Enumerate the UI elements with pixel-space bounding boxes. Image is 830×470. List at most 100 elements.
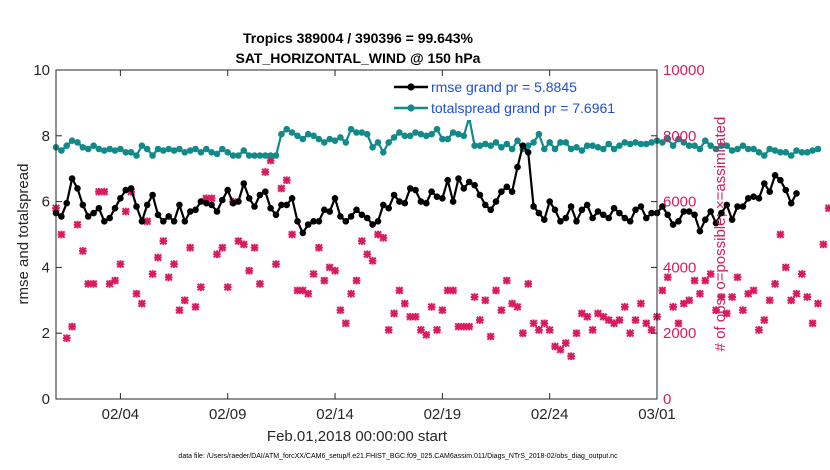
totalspread-series-point [240,147,248,154]
obs-count-point [309,270,318,278]
y-tick-label: 4 [42,259,50,276]
totalspread-series-point [476,142,484,149]
rmse-series-point [621,214,629,222]
obs-count-point [749,286,758,295]
rmse-series-point [541,216,548,223]
obs-count-point [712,306,720,315]
y2-tick-label: 8000 [663,128,696,145]
rmse-series-point [648,209,655,217]
rmse-series-point [165,213,172,220]
totalspread-series-point [342,139,350,146]
rmse-series-point [610,204,618,212]
totalspread-series-point [659,139,666,146]
totalspread-series-point [782,149,790,156]
totalspread-series-point [793,147,800,154]
totalspread-series-point [79,144,87,151]
totalspread-series-point [396,129,403,136]
rmse-series-point [696,227,704,235]
rmse-series-point [197,198,205,205]
totalspread-series-point [675,135,682,143]
totalspread-series-point [192,145,199,153]
totalspread-series-point [798,149,806,156]
totalspread-series-point [680,139,688,146]
obs-count-point [690,276,699,285]
obs-count-series [52,156,830,361]
totalspread-series-point [251,152,258,159]
obs-count-point [824,204,830,213]
rmse-series-point [133,203,140,210]
totalspread-series-point [219,145,226,153]
rmse-series-point [734,203,741,210]
obs-count-point [626,329,635,338]
totalspread-series-point [406,132,414,140]
totalspread-series-point [514,137,521,144]
obs-count-point [722,309,731,318]
rmse-series-point [444,176,452,184]
obs-count-point [154,253,162,262]
y2-tick-label: 0 [663,391,671,408]
totalspread-series-point [460,132,468,140]
totalspread-series-point [353,129,360,136]
obs-count-point [797,270,806,278]
obs-count-point [234,237,243,245]
obs-count-point [610,319,618,328]
obs-count-point [594,309,602,318]
obs-count-point [669,302,678,311]
obs-count-point [341,319,350,328]
rmse-series-point [793,190,800,197]
totalspread-series-point [385,139,393,146]
obs-count-point [513,302,522,311]
obs-count-point [647,326,656,334]
totalspread-series-point [530,139,537,146]
rmse-series-point [117,195,124,202]
rmse-series-point [143,201,151,209]
obs-count-point [492,286,500,295]
rmse-series-point [659,203,666,210]
obs-count-point [277,184,286,193]
totalspread-series-point [594,144,602,151]
obs-count-point [803,293,812,301]
obs-count-point [502,276,511,285]
totalspread-series-point [197,149,205,156]
rmse-series-point [433,193,441,200]
obs-count-point [427,302,436,311]
totalspread-series-point [170,147,178,154]
totalspread-series-point [718,142,725,149]
totalspread-series-point [702,137,709,144]
obs-count-point [132,289,141,298]
totalspread-series-point [235,152,242,159]
totalspread-series-point [541,145,548,153]
obs-count-point [792,289,801,298]
totalspread-series-point [761,152,768,159]
rmse-series-point [256,191,264,199]
totalspread-series-point [154,145,162,153]
rmse-series-point [138,218,146,225]
legend-rmse-label: rmse grand pr = 5.8845 [431,79,577,95]
totalspread-series-point [288,129,296,136]
obs-count-point [556,345,565,354]
rmse-series-line [55,144,798,234]
totalspread-series-point [804,149,811,156]
totalspread-series-point [578,147,586,154]
ticks-layer: 02/04 02/09 02/14 02/19 02/24 03/010246810020… [33,62,704,423]
totalspread-series-point [401,132,409,140]
totalspread-series-point [669,142,677,149]
rmse-series-point [605,214,612,222]
totalspread-series-point [84,145,92,153]
rmse-series-point [482,201,489,209]
obs-count-point [111,276,119,285]
totalspread-series-point [412,129,419,136]
totalspread-series-point [101,147,108,154]
totalspread-series-point [315,135,323,143]
totalspread-series-point [229,152,237,159]
totalspread-series-point [428,130,435,138]
obs-count-point [658,286,667,295]
chart-subtitle: SAT_HORIZONTAL_WIND @ 150 hPa [236,50,481,66]
obs-count-point [567,352,576,361]
rmse-series-point [643,214,650,222]
rmse-series-point [84,213,92,220]
obs-count-point [121,207,130,216]
rmse-series-point [272,211,280,219]
totalspread-series-point [728,147,736,154]
obs-count-point [411,312,420,321]
